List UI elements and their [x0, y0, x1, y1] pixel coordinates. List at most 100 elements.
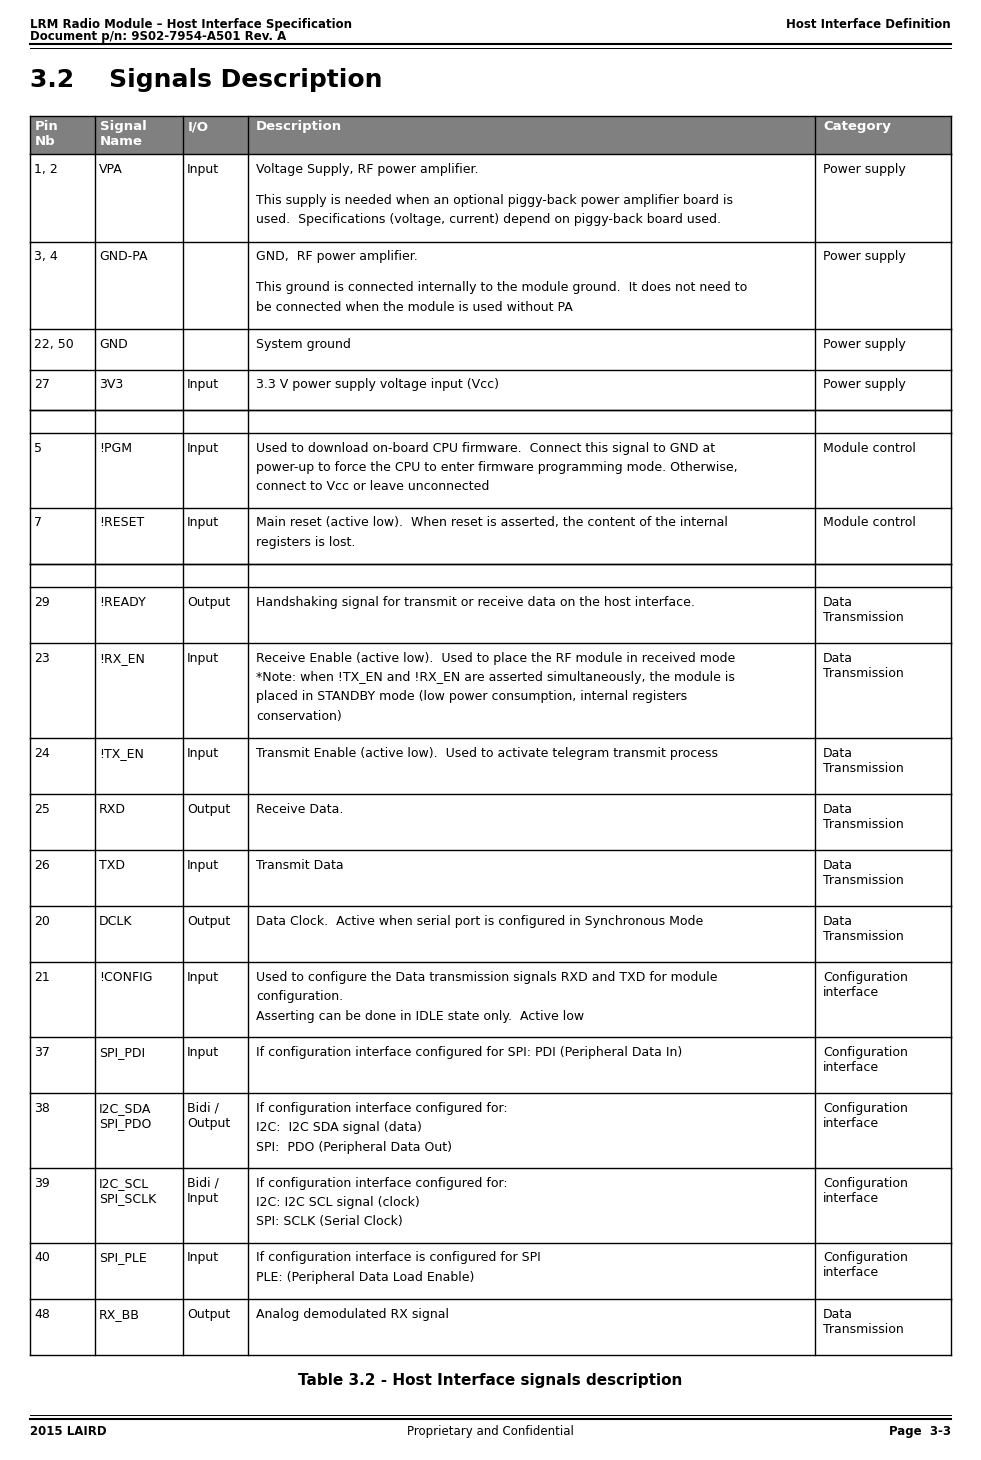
Text: 7: 7: [34, 517, 42, 530]
Text: GND,  RF power amplifier.: GND, RF power amplifier.: [256, 250, 418, 263]
Text: 40: 40: [34, 1251, 50, 1264]
Text: Receive Data.: Receive Data.: [256, 803, 343, 816]
Text: 3.2    Signals Description: 3.2 Signals Description: [30, 69, 383, 92]
Text: configuration.: configuration.: [256, 990, 343, 1003]
Bar: [30, 1299, 951, 1355]
Bar: [30, 1094, 951, 1168]
Text: GND: GND: [99, 339, 128, 350]
Text: I2C_SDA
SPI_PDO: I2C_SDA SPI_PDO: [99, 1102, 151, 1130]
Text: Receive Enable (active low).  Used to place the RF module in received mode: Receive Enable (active low). Used to pla…: [256, 651, 735, 664]
Text: !RESET: !RESET: [99, 517, 144, 530]
Text: Handshaking signal for transmit or receive data on the host interface.: Handshaking signal for transmit or recei…: [256, 596, 695, 609]
Text: connect to Vcc or leave unconnected: connect to Vcc or leave unconnected: [256, 480, 490, 493]
Text: Output: Output: [187, 803, 231, 816]
Bar: [30, 242, 951, 330]
Text: SPI: SCLK (Serial Clock): SPI: SCLK (Serial Clock): [256, 1216, 403, 1228]
Text: Document p/n: 9S02-7954-A501 Rev. A: Document p/n: 9S02-7954-A501 Rev. A: [30, 31, 286, 42]
Text: be connected when the module is used without PA: be connected when the module is used wit…: [256, 301, 573, 314]
Text: If configuration interface configured for SPI: PDI (Peripheral Data In): If configuration interface configured fo…: [256, 1045, 682, 1058]
Text: Module control: Module control: [823, 442, 916, 454]
Text: Proprietary and Confidential: Proprietary and Confidential: [407, 1425, 574, 1438]
Bar: [30, 330, 951, 369]
Text: 1, 2: 1, 2: [34, 162, 58, 175]
Text: 27: 27: [34, 378, 50, 391]
Text: If configuration interface configured for:: If configuration interface configured fo…: [256, 1177, 507, 1190]
Bar: [30, 115, 951, 153]
Text: Category: Category: [823, 120, 891, 133]
Text: RX_BB: RX_BB: [99, 1308, 140, 1320]
Text: *Note: when !TX_EN and !RX_EN are asserted simultaneously, the module is: *Note: when !TX_EN and !RX_EN are assert…: [256, 672, 735, 685]
Text: Configuration
interface: Configuration interface: [823, 971, 907, 999]
Text: This supply is needed when an optional piggy-back power amplifier board is: This supply is needed when an optional p…: [256, 194, 733, 207]
Text: SPI:  PDO (Peripheral Data Out): SPI: PDO (Peripheral Data Out): [256, 1140, 452, 1153]
Text: 38: 38: [34, 1102, 50, 1115]
Bar: [30, 369, 951, 410]
Bar: [30, 794, 951, 850]
Text: 22, 50: 22, 50: [34, 339, 74, 350]
Bar: [30, 850, 951, 907]
Text: 23: 23: [34, 651, 50, 664]
Text: Data
Transmission: Data Transmission: [823, 858, 904, 886]
Text: I2C: I2C SCL signal (clock): I2C: I2C SCL signal (clock): [256, 1196, 420, 1209]
Text: Main reset (active low).  When reset is asserted, the content of the internal: Main reset (active low). When reset is a…: [256, 517, 728, 530]
Text: 48: 48: [34, 1308, 50, 1320]
Text: Input: Input: [187, 378, 219, 391]
Text: Pin
Nb: Pin Nb: [35, 120, 59, 147]
Text: I2C:  I2C SDA signal (data): I2C: I2C SDA signal (data): [256, 1121, 422, 1134]
Text: 39: 39: [34, 1177, 50, 1190]
Text: TXD: TXD: [99, 858, 125, 872]
Text: Power supply: Power supply: [823, 250, 905, 263]
Bar: [30, 1168, 951, 1242]
Text: Signal
Name: Signal Name: [100, 120, 147, 147]
Text: Input: Input: [187, 1251, 219, 1264]
Text: Page  3-3: Page 3-3: [889, 1425, 951, 1438]
Text: GND-PA: GND-PA: [99, 250, 147, 263]
Text: Input: Input: [187, 971, 219, 984]
Text: power-up to force the CPU to enter firmware programming mode. Otherwise,: power-up to force the CPU to enter firmw…: [256, 461, 738, 474]
Bar: [30, 434, 951, 508]
Text: Data
Transmission: Data Transmission: [823, 1308, 904, 1336]
Text: 3, 4: 3, 4: [34, 250, 58, 263]
Text: Used to download on-board CPU firmware.  Connect this signal to GND at: Used to download on-board CPU firmware. …: [256, 442, 715, 454]
Text: Transmit Data: Transmit Data: [256, 858, 343, 872]
Text: Data
Transmission: Data Transmission: [823, 803, 904, 831]
Text: Output: Output: [187, 1308, 231, 1320]
Text: SPI_PLE: SPI_PLE: [99, 1251, 147, 1264]
Text: conservation): conservation): [256, 710, 341, 723]
Text: SPI_PDI: SPI_PDI: [99, 1045, 145, 1058]
Text: Input: Input: [187, 517, 219, 530]
Text: Data
Transmission: Data Transmission: [823, 596, 904, 623]
Text: Input: Input: [187, 858, 219, 872]
Text: !PGM: !PGM: [99, 442, 132, 454]
Text: Configuration
interface: Configuration interface: [823, 1045, 907, 1073]
Text: Output: Output: [187, 596, 231, 609]
Text: Data
Transmission: Data Transmission: [823, 651, 904, 680]
Text: 37: 37: [34, 1045, 50, 1058]
Text: Configuration
interface: Configuration interface: [823, 1102, 907, 1130]
Text: 29: 29: [34, 596, 50, 609]
Text: Output: Output: [187, 915, 231, 929]
Text: !CONFIG: !CONFIG: [99, 971, 152, 984]
Text: Description: Description: [256, 120, 342, 133]
Text: used.  Specifications (voltage, current) depend on piggy-back board used.: used. Specifications (voltage, current) …: [256, 213, 721, 226]
Bar: [30, 737, 951, 794]
Text: Input: Input: [187, 746, 219, 759]
Text: Module control: Module control: [823, 517, 916, 530]
Text: Power supply: Power supply: [823, 378, 905, 391]
Text: placed in STANDBY mode (low power consumption, internal registers: placed in STANDBY mode (low power consum…: [256, 691, 687, 704]
Text: If configuration interface is configured for SPI: If configuration interface is configured…: [256, 1251, 541, 1264]
Text: I2C_SCL
SPI_SCLK: I2C_SCL SPI_SCLK: [99, 1177, 156, 1204]
Text: 20: 20: [34, 915, 50, 929]
Text: I/O: I/O: [188, 120, 209, 133]
Text: VPA: VPA: [99, 162, 123, 175]
Text: !RX_EN: !RX_EN: [99, 651, 145, 664]
Text: Table 3.2 - Host Interface signals description: Table 3.2 - Host Interface signals descr…: [298, 1372, 683, 1388]
Text: If configuration interface configured for:: If configuration interface configured fo…: [256, 1102, 507, 1115]
Text: 24: 24: [34, 746, 50, 759]
Text: Input: Input: [187, 442, 219, 454]
Bar: [30, 1242, 951, 1299]
Text: Asserting can be done in IDLE state only.  Active low: Asserting can be done in IDLE state only…: [256, 1010, 584, 1023]
Bar: [30, 587, 951, 642]
Text: Power supply: Power supply: [823, 339, 905, 350]
Text: Used to configure the Data transmission signals RXD and TXD for module: Used to configure the Data transmission …: [256, 971, 717, 984]
